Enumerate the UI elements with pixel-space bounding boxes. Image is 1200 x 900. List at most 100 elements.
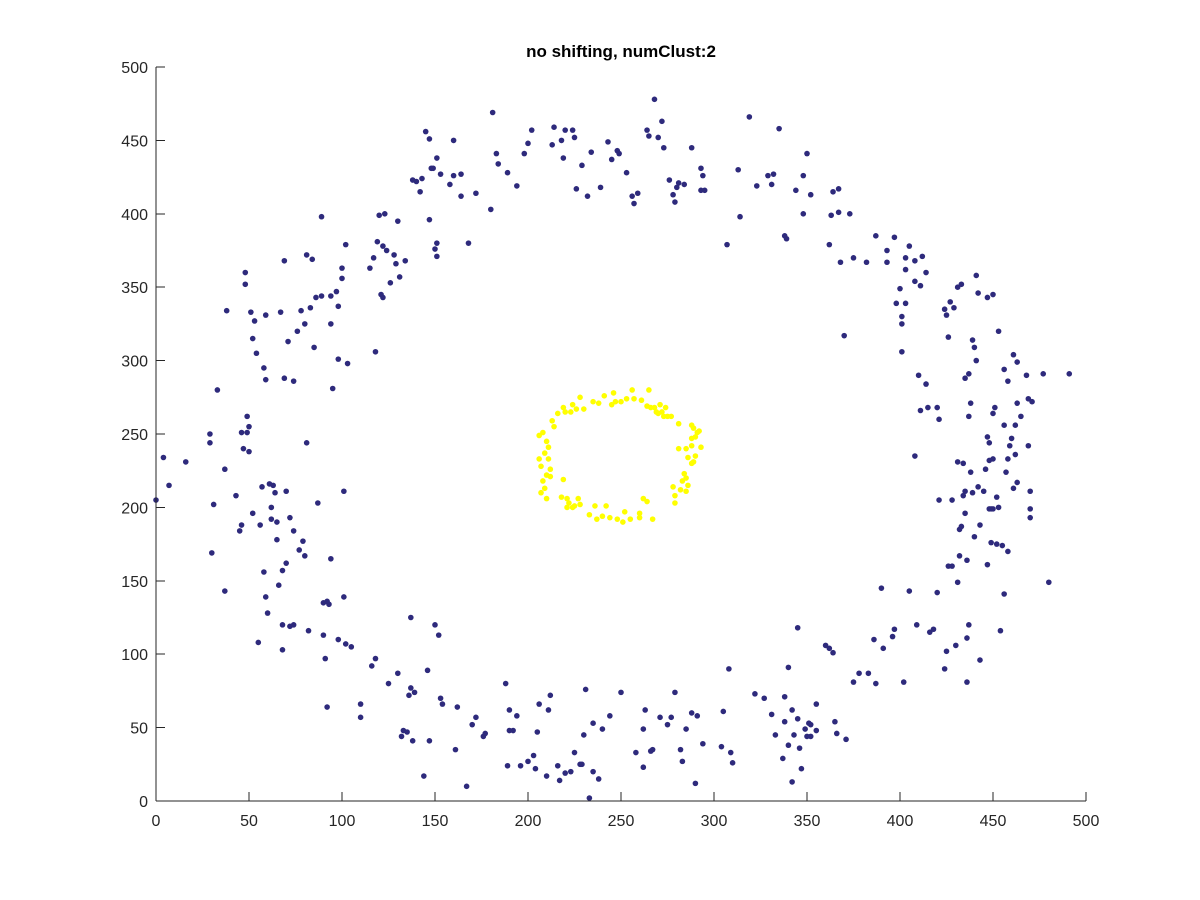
x-tick-label: 200	[515, 813, 542, 830]
data-point-series-1	[530, 752, 537, 759]
data-point-series-1	[380, 243, 386, 249]
data-point-series-1	[1023, 372, 1030, 379]
y-tick-label: 0	[139, 794, 148, 811]
data-point-series-1	[694, 713, 701, 719]
data-point-series-1	[335, 356, 342, 362]
axes: 0 50 100 150 200 250 300 350 400 450 500 0 50 100 150 2…	[121, 60, 1099, 830]
data-point-series-1	[493, 150, 500, 157]
data-point-series-1	[752, 691, 758, 697]
data-point-series-1	[677, 746, 684, 753]
data-point-series-1	[277, 309, 284, 315]
data-point-series-1	[532, 765, 539, 772]
data-point-series-1	[659, 118, 665, 125]
data-point-series-1	[502, 680, 509, 687]
data-point-series-1	[342, 641, 349, 647]
data-point-series-1	[311, 344, 317, 351]
data-point-series-1	[988, 539, 994, 546]
data-point-series-1	[971, 533, 978, 540]
data-point-series-1	[261, 365, 267, 371]
data-point-series-1	[992, 404, 998, 411]
data-point-series-1	[1001, 366, 1007, 373]
x-tick-label: 400	[887, 813, 914, 830]
data-point-series-1	[274, 519, 280, 525]
data-point-series-1	[674, 184, 680, 191]
data-point-series-1	[240, 445, 247, 452]
data-point-series-1	[393, 260, 399, 267]
data-point-series-1	[315, 500, 321, 506]
data-point-series-1	[889, 633, 896, 640]
data-point-series-1	[789, 779, 795, 785]
data-point-series-1	[781, 718, 788, 725]
data-point-series-1	[830, 649, 836, 656]
data-point-series-1	[956, 553, 963, 559]
data-point-series-1	[990, 410, 996, 417]
data-point-series-1	[1003, 469, 1009, 475]
data-point-series-1	[426, 216, 433, 223]
data-point-series-1	[800, 172, 807, 179]
data-point-series-1	[262, 376, 269, 383]
data-point-series-1	[969, 337, 976, 343]
data-point-series-1	[435, 632, 442, 638]
data-point-series-1	[268, 516, 275, 522]
data-point-series-1	[977, 657, 983, 663]
data-point-series-1	[560, 155, 567, 161]
data-point-series-1	[283, 560, 290, 566]
data-point-series-1	[865, 670, 872, 677]
data-point-series-1	[367, 265, 373, 271]
data-point-series-1	[1001, 591, 1007, 597]
data-point-series-1	[322, 655, 329, 662]
data-point-series-1	[967, 400, 974, 406]
data-point-series-1	[1010, 485, 1017, 492]
y-tick-label: 150	[121, 574, 148, 591]
data-point-series-1	[335, 636, 342, 643]
data-point-series-1	[422, 128, 429, 135]
data-point-series-1	[434, 155, 440, 161]
data-point-series-1	[873, 680, 879, 687]
data-point-series-1	[828, 212, 834, 219]
data-point-series-2	[545, 456, 552, 462]
data-point-series-1	[1014, 359, 1020, 365]
data-point-series-1	[660, 144, 667, 151]
data-point-series-2	[623, 395, 630, 402]
data-point-series-1	[846, 211, 853, 217]
points-layer	[153, 96, 1073, 801]
data-point-series-1	[698, 165, 704, 172]
data-point-series-2	[538, 463, 544, 470]
data-point-series-1	[913, 622, 920, 628]
data-point-series-2	[560, 404, 567, 411]
data-point-series-2	[612, 398, 619, 405]
data-point-series-1	[953, 642, 959, 649]
data-point-series-1	[856, 670, 862, 677]
data-point-series-2	[683, 488, 689, 495]
data-point-series-1	[281, 257, 288, 264]
data-point-series-1	[727, 749, 734, 756]
data-point-series-1	[990, 456, 996, 462]
y-tick-label: 400	[121, 207, 148, 224]
data-point-series-1	[437, 171, 444, 177]
data-point-series-1	[1010, 351, 1017, 358]
data-point-series-1	[573, 186, 580, 192]
y-tick-label: 350	[121, 280, 148, 297]
data-point-series-1	[724, 241, 730, 248]
data-point-series-1	[962, 510, 968, 517]
x-tick-label: 250	[608, 813, 635, 830]
data-point-series-1	[324, 704, 330, 710]
data-point-series-1	[556, 777, 563, 784]
data-point-series-1	[984, 294, 991, 301]
data-point-series-1	[1005, 548, 1011, 555]
data-point-series-1	[452, 746, 459, 753]
data-point-series-1	[434, 240, 440, 246]
data-point-series-2	[685, 482, 691, 489]
data-point-series-1	[651, 96, 658, 103]
data-point-series-1	[954, 579, 961, 586]
data-point-series-1	[514, 183, 520, 189]
data-point-series-1	[688, 144, 695, 151]
data-point-series-1	[458, 193, 464, 199]
data-point-series-1	[761, 695, 768, 702]
data-point-series-1	[915, 372, 922, 379]
data-point-series-1	[675, 180, 682, 186]
data-point-series-1	[434, 253, 440, 260]
data-point-series-2	[569, 401, 576, 408]
data-point-series-1	[700, 172, 706, 179]
y-tick-label: 450	[121, 133, 148, 150]
